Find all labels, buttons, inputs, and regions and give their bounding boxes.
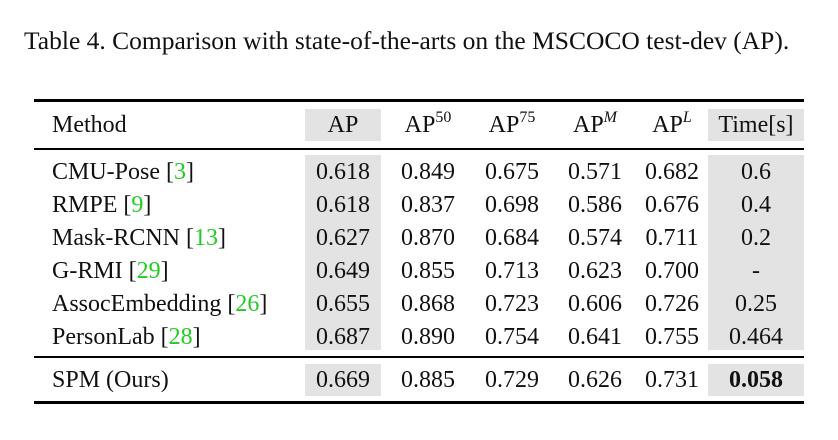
cell-ap75: 0.729 [485,367,539,393]
cell-time: - [752,258,760,284]
ap-column-shade [305,155,381,350]
cell-ap50: 0.885 [401,367,455,393]
cell-apl: 0.682 [645,159,699,185]
cell-ap50: 0.868 [401,291,455,317]
row-method: CMU-Pose [3] [52,159,195,185]
ours-time-shade [708,364,804,396]
cell-apl: 0.755 [645,324,699,350]
cell-ap: 0.618 [316,192,370,218]
header-ap: AP [327,112,359,138]
cell-apm: 0.586 [568,192,622,218]
cell-ap: 0.618 [316,159,370,185]
cell-apl: 0.676 [645,192,699,218]
cell-apl: 0.700 [645,258,699,284]
citation-link[interactable]: 29 [136,258,161,284]
table-top-rule [34,99,804,102]
cell-ap: 0.669 [316,367,370,393]
cell-ap: 0.687 [316,324,370,350]
cell-apl: 0.711 [645,225,699,251]
ours-ap-shade [305,364,381,396]
citation-link[interactable]: 26 [235,291,260,317]
cell-ap: 0.649 [316,258,370,284]
cell-apm: 0.641 [568,324,622,350]
cell-apl: 0.726 [645,291,699,317]
cell-apm: 0.571 [568,159,622,185]
table-bottom-rule [34,401,804,404]
header-ap75: AP75 [488,109,536,138]
cell-apm: 0.626 [568,367,622,393]
row-method: G-RMI [29] [52,258,169,284]
cell-ap50: 0.855 [401,258,455,284]
row-method: Mask-RCNN [13] [52,225,227,251]
cell-apm: 0.606 [568,291,622,317]
cell-ap75: 0.713 [485,258,539,284]
ours-separator-rule [34,356,804,358]
cell-ap75: 0.698 [485,192,539,218]
cell-ap75: 0.675 [485,159,539,185]
time-header-shade [708,109,804,141]
cell-time: 0.6 [741,159,771,185]
header-time: Time[s] [718,112,794,138]
cell-apm: 0.623 [568,258,622,284]
header-method: Method [52,112,127,138]
time-column-shade [708,155,804,350]
cell-ap50: 0.870 [401,225,455,251]
cell-ap50: 0.890 [401,324,455,350]
ap-header-shade [305,109,381,141]
cell-time: 0.4 [741,192,771,218]
cell-apm: 0.574 [568,225,622,251]
cell-ap75: 0.754 [485,324,539,350]
row-method: SPM (Ours) [52,367,169,393]
header-apm: APM [572,109,617,138]
cell-time-best: 0.058 [729,367,783,393]
cell-apl: 0.731 [645,367,699,393]
cell-ap50: 0.837 [401,192,455,218]
cell-time: 0.464 [729,324,783,350]
row-method: RMPE [9] [52,192,152,218]
header-apl: APL [652,109,692,138]
row-method: AssocEmbedding [26] [52,291,268,317]
cell-ap: 0.627 [316,225,370,251]
cell-ap75: 0.684 [485,225,539,251]
cell-ap50: 0.849 [401,159,455,185]
citation-link[interactable]: 13 [194,225,219,251]
citation-link[interactable]: 3 [174,159,187,185]
citation-link[interactable]: 9 [131,192,144,218]
cell-time: 0.2 [741,225,771,251]
header-ap50: AP50 [404,109,452,138]
table-caption: Table 4. Comparison with state-of-the-ar… [24,26,790,55]
row-method: PersonLab [28] [52,324,201,350]
header-rule [34,148,804,150]
cell-ap75: 0.723 [485,291,539,317]
cell-ap: 0.655 [316,291,370,317]
citation-link[interactable]: 28 [168,324,193,350]
cell-time: 0.25 [735,291,777,317]
